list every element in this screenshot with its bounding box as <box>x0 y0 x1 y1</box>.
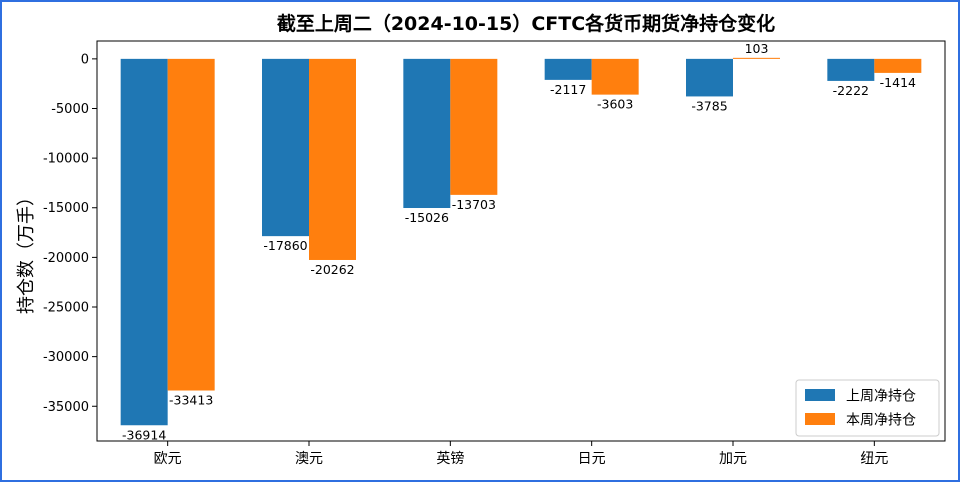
x-tick-label: 欧元 <box>154 451 182 467</box>
data-label: -36914 <box>122 427 166 442</box>
x-tick-label: 日元 <box>578 451 606 467</box>
bar-last-week <box>262 58 309 237</box>
y-tick-label: -35000 <box>43 400 89 415</box>
legend-swatch <box>805 389 835 401</box>
x-tick-label: 澳元 <box>295 451 323 467</box>
x-tick-label: 英镑 <box>436 450 464 467</box>
data-label: -33413 <box>169 393 213 408</box>
y-tick-label: -15000 <box>43 201 89 216</box>
bar-this-week <box>450 58 498 195</box>
data-label: -2222 <box>833 83 869 98</box>
y-tick-label: -5000 <box>51 102 89 117</box>
legend-label: 本周净持仓 <box>846 413 916 429</box>
data-label: -3785 <box>691 98 727 113</box>
x-tick-label: 纽元 <box>860 451 888 467</box>
plot-frame <box>96 40 946 442</box>
bar-last-week <box>544 58 592 80</box>
y-tick-label: -25000 <box>43 301 89 316</box>
bar-last-week <box>403 58 451 209</box>
data-label: -13703 <box>452 197 496 212</box>
bar-last-week <box>120 58 168 426</box>
legend-label: 上周净持仓 <box>846 389 916 405</box>
data-label: -3603 <box>597 97 633 112</box>
data-label: -15026 <box>405 210 449 225</box>
bar-this-week <box>167 58 215 391</box>
bar-this-week <box>591 58 639 95</box>
bar-this-week <box>874 58 922 73</box>
bar-this-week <box>733 57 780 59</box>
data-label: 103 <box>745 41 769 56</box>
y-tick-label: -30000 <box>43 350 89 365</box>
data-label: -17860 <box>263 238 307 253</box>
bar-last-week <box>686 58 733 97</box>
y-tick-label: -20000 <box>43 251 89 266</box>
data-label: -1414 <box>880 75 916 90</box>
data-label: -20262 <box>310 262 354 277</box>
y-axis-label: 持仓数（万手） <box>16 188 37 314</box>
legend-swatch <box>805 413 835 425</box>
bar-last-week <box>827 58 875 81</box>
chart-title: 截至上周二（2024-10-15）CFTC各货币期货净持仓变化 <box>277 12 775 35</box>
plot-area: 0 -5000 -10000 -15000 -20000 -25000 -30000 -350… <box>43 41 922 467</box>
data-label: -2117 <box>550 82 586 97</box>
y-tick-label: 0 <box>81 52 89 67</box>
x-tick-label: 加元 <box>719 451 747 467</box>
y-tick-label: -10000 <box>43 152 89 167</box>
bar-this-week <box>309 58 356 260</box>
